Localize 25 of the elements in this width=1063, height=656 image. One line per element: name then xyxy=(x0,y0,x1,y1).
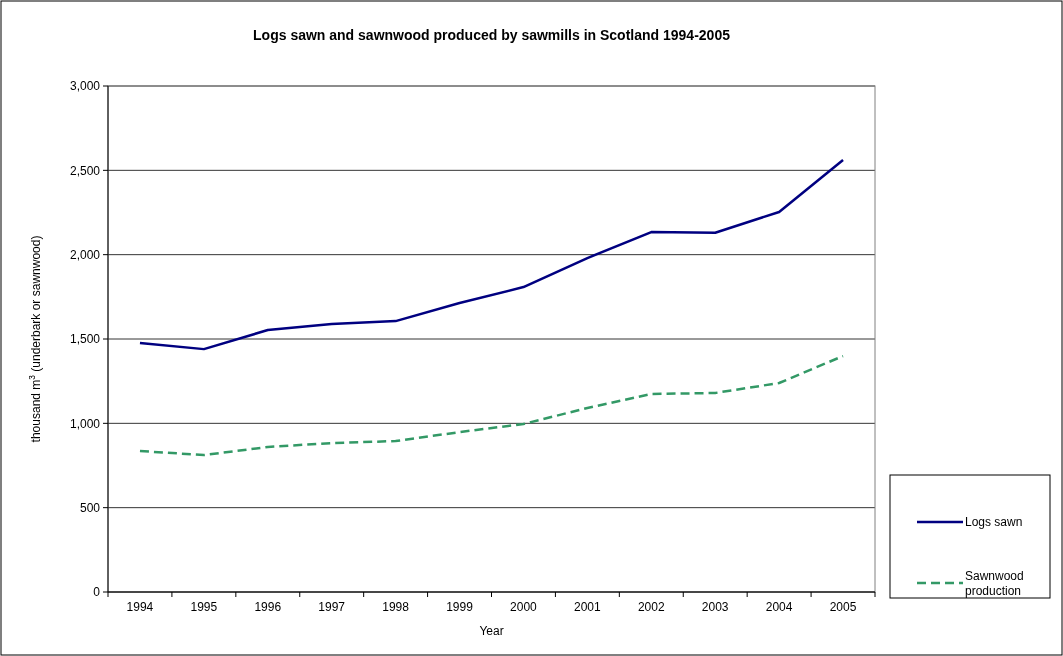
line-series xyxy=(138,354,845,457)
x-tick-label: 2002 xyxy=(637,600,665,614)
y-tick-label: 1,000 xyxy=(69,416,101,431)
y-tick-label: 2,000 xyxy=(69,247,101,262)
x-tick-label: 2004 xyxy=(765,600,793,614)
x-tick-label: 2005 xyxy=(829,600,857,614)
y-tick-label: 2,500 xyxy=(69,163,101,178)
x-tick-label: 1994 xyxy=(126,600,154,614)
legend-label: Logs sawn xyxy=(965,515,1023,530)
x-tick-label: 1998 xyxy=(382,600,410,614)
y-tick-label: 500 xyxy=(79,500,101,515)
x-tick-label: 1997 xyxy=(318,600,346,614)
chart-title: Logs sawn and sawnwood produced by sawmills in Scotland 1994-2005 xyxy=(253,27,731,43)
y-tick-label: 0 xyxy=(93,585,101,600)
x-tick-label: 1996 xyxy=(254,600,282,614)
y-tick-label: 1,500 xyxy=(69,332,101,347)
x-tick-label: 2001 xyxy=(574,600,602,614)
x-tick-label: 1999 xyxy=(446,600,474,614)
x-tick-label: 2003 xyxy=(701,600,729,614)
legend-label: Sawnwood production xyxy=(965,569,1024,598)
x-tick-label: 2000 xyxy=(510,600,538,614)
y-tick-label: 3,000 xyxy=(69,79,101,94)
x-axis-title: Year xyxy=(479,624,504,638)
line-series xyxy=(138,158,845,351)
x-tick-label: 1995 xyxy=(190,600,218,614)
